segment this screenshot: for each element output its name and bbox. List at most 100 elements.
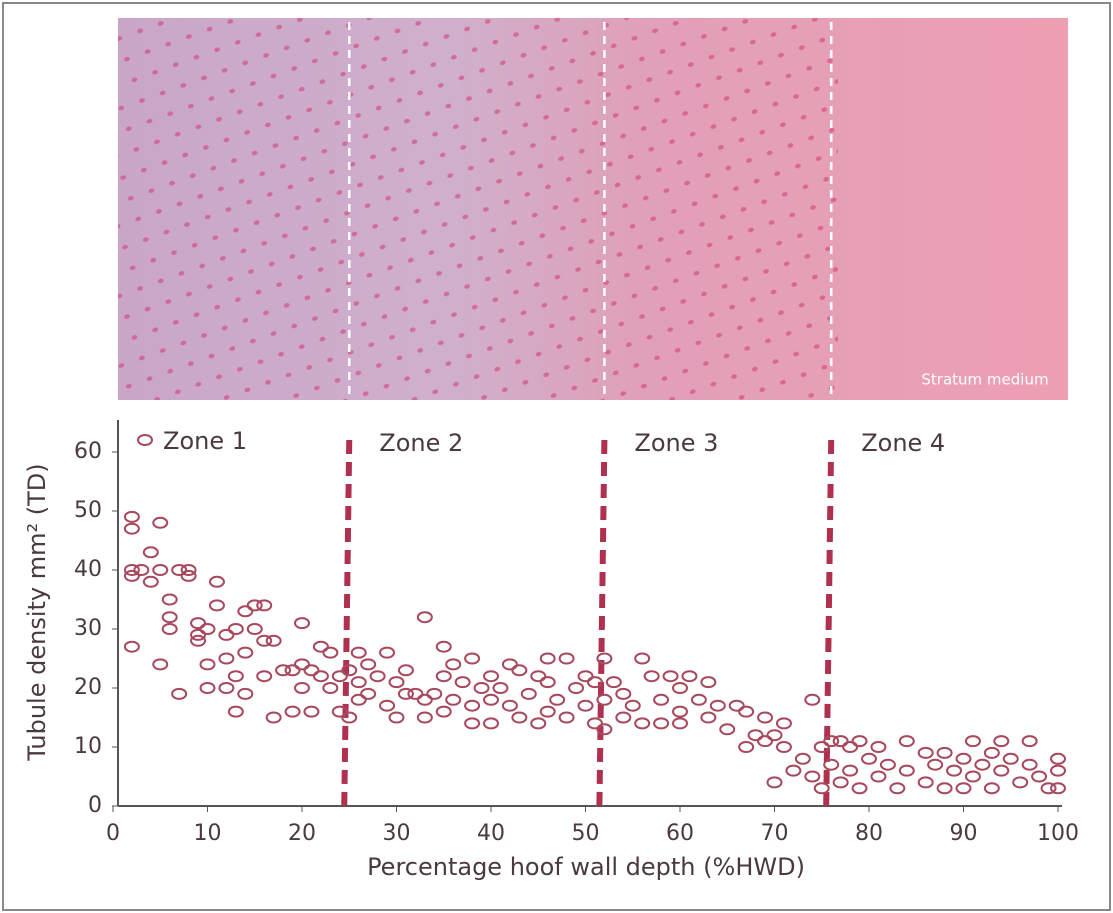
point [813,741,830,753]
point [388,676,405,689]
point [964,735,981,748]
point [492,682,509,694]
point [379,699,396,712]
point [794,752,811,765]
point [1021,735,1038,748]
zone-label: Zone 4 [861,429,945,457]
point [879,758,896,771]
point [927,758,944,771]
point [397,664,414,677]
x-axis-label: Percentage hoof wall depth (%HWD) [367,853,805,881]
point [624,699,641,712]
point [662,670,679,683]
point [898,764,915,777]
point [653,693,670,706]
point [388,711,405,724]
point [983,782,1000,795]
point [218,652,235,665]
point [246,623,263,635]
point [851,735,868,748]
zone-boundary [596,439,608,807]
point [294,617,310,630]
point [615,711,632,724]
zone-boundary [341,439,353,807]
point [766,729,783,742]
point [161,593,178,606]
point [955,752,972,765]
point [785,764,802,777]
point [227,623,244,635]
point [435,670,452,683]
x-tick-label: 50 [572,821,600,846]
point [672,705,688,718]
y-tick-label: 10 [74,734,102,759]
point [294,658,310,671]
point [331,705,348,718]
point [360,658,377,671]
point [1021,758,1038,771]
point [199,682,216,694]
x-tick-label: 10 [194,821,222,846]
y-tick-label: 60 [74,439,102,464]
point [813,782,830,795]
point [568,682,585,694]
tubule-dots [118,18,838,400]
zone-marker [137,434,153,446]
point [917,746,934,759]
point [700,676,717,689]
point [312,640,329,653]
point [596,652,613,665]
point [303,705,320,718]
point [142,546,159,559]
point [577,670,594,683]
point [190,617,207,630]
point [123,569,140,582]
point [152,564,169,576]
point [133,564,150,576]
point [416,711,433,724]
point [208,599,225,612]
point [199,658,216,671]
point [123,640,140,653]
point [161,623,178,635]
point [974,758,991,771]
point [350,646,367,659]
point [775,717,792,730]
point [350,676,367,689]
point [312,670,329,683]
point [1002,752,1019,765]
point [322,682,339,694]
point [1050,752,1066,765]
point [1050,764,1066,777]
point [246,599,263,612]
point [265,711,282,724]
point [596,723,613,736]
point [369,670,386,683]
point [511,711,528,724]
x-tick-label: 70 [761,821,789,846]
point [832,776,849,789]
point [218,628,235,641]
point [454,676,471,689]
point [483,670,499,683]
point [483,717,499,730]
x-tick-label: 80 [855,821,883,846]
point [1031,770,1048,783]
point [256,599,273,612]
image-label: Stratum medium [921,371,1048,389]
point [842,764,859,777]
point [993,735,1010,748]
point [341,664,358,677]
point [360,687,377,700]
point [379,646,396,659]
point [653,717,670,730]
point [672,682,688,694]
point [171,687,188,700]
zone-label: Zone 3 [634,429,718,457]
point [161,611,178,624]
zone-label: Zone 1 [163,427,247,455]
point [483,693,499,706]
